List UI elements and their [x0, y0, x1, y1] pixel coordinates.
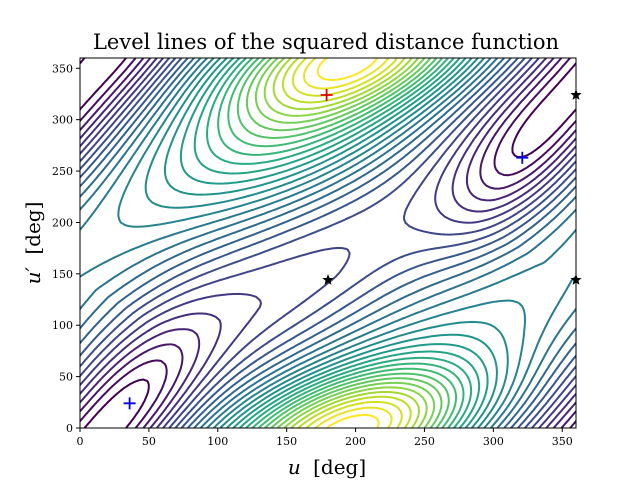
- red-plus-marker: [320, 89, 333, 101]
- contour-level-line: [281, 58, 412, 428]
- blue-plus-marker: [516, 151, 529, 164]
- plot-frame: [79, 57, 577, 429]
- x-tick-label: 100: [207, 435, 228, 448]
- contour-level-line: [117, 58, 526, 428]
- contour-level-line: [80, 58, 576, 428]
- contour-level-line: [80, 58, 576, 428]
- contour-level-line: [80, 58, 576, 428]
- contour-level-line: [80, 58, 576, 428]
- x-tick-label: 250: [414, 435, 435, 448]
- contour-level-line: [236, 58, 450, 428]
- y-tick-label: 350: [52, 62, 73, 75]
- x-tick-label: 50: [142, 435, 156, 448]
- y-axis-ticks: 0 50 100 150 200 250 300 350: [52, 62, 80, 435]
- contour-level-line: [80, 58, 576, 428]
- contour-level-line: [80, 58, 576, 428]
- contour-level-line: [80, 58, 576, 428]
- black-star-marker: [322, 274, 334, 285]
- contour-level-line: [263, 58, 428, 428]
- y-tick-label: 100: [52, 319, 73, 332]
- y-tick-label: 50: [59, 371, 73, 384]
- contour-level-line: [206, 58, 473, 428]
- x-tick-label: 0: [77, 435, 84, 448]
- contour-level-line: [227, 58, 458, 428]
- x-axis-label: u [deg]: [288, 455, 366, 479]
- x-tick-label: 300: [483, 435, 504, 448]
- x-tick-label: 150: [276, 435, 297, 448]
- contour-lines: [80, 58, 576, 428]
- x-tick-label: 200: [345, 435, 366, 448]
- y-tick-label: 250: [52, 165, 73, 178]
- contour-level-line: [144, 58, 509, 428]
- contour-level-line: [163, 58, 498, 428]
- contour-level-line: [245, 58, 443, 428]
- y-tick-label: 0: [66, 422, 73, 435]
- blue-plus-marker: [123, 397, 136, 410]
- y-tick-label: 300: [52, 114, 73, 127]
- x-axis-ticks: 0 50 100 150 200 250 300 350: [77, 428, 573, 448]
- contour-level-line: [291, 58, 403, 428]
- contour-level-line: [179, 58, 489, 428]
- contour-level-line: [193, 58, 481, 428]
- y-axis-label: u′ [deg]: [21, 202, 45, 285]
- contour-level-line: [80, 58, 576, 428]
- x-tick-label: 350: [552, 435, 573, 448]
- contour-level-line: [80, 58, 576, 428]
- contour-level-line: [217, 58, 465, 428]
- contour-level-line: [80, 58, 576, 428]
- contour-level-line: [303, 58, 393, 428]
- chart-title: Level lines of the squared distance func…: [93, 30, 559, 54]
- contour-level-line: [80, 58, 576, 428]
- contour-level-line: [80, 58, 576, 428]
- y-tick-label: 150: [52, 268, 73, 281]
- y-tick-label: 200: [52, 216, 73, 229]
